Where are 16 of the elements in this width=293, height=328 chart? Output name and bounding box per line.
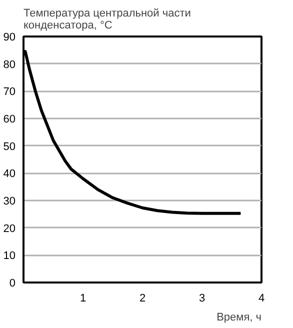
y-tick-label: 70 <box>3 86 16 98</box>
x-axis-title: Время, ч <box>216 312 262 324</box>
x-tick-label: 4 <box>258 292 265 304</box>
x-tick-label: 1 <box>80 292 86 304</box>
y-tick-label: 90 <box>3 32 16 44</box>
y-tick-label: 10 <box>3 250 16 262</box>
y-tick-label: 0 <box>9 278 16 290</box>
x-tick-label: 2 <box>139 292 146 304</box>
y-tick-label: 80 <box>3 58 16 71</box>
y-tick-label: 30 <box>3 196 16 208</box>
chart-title: Температура центральной части конденсатора, °C <box>24 8 191 32</box>
y-tick-label: 60 <box>3 114 16 126</box>
y-tick-label: 50 <box>3 140 16 153</box>
y-tick-label: 40 <box>3 168 16 180</box>
y-tick-label: 20 <box>3 222 16 235</box>
x-tick-label: 3 <box>198 292 206 304</box>
